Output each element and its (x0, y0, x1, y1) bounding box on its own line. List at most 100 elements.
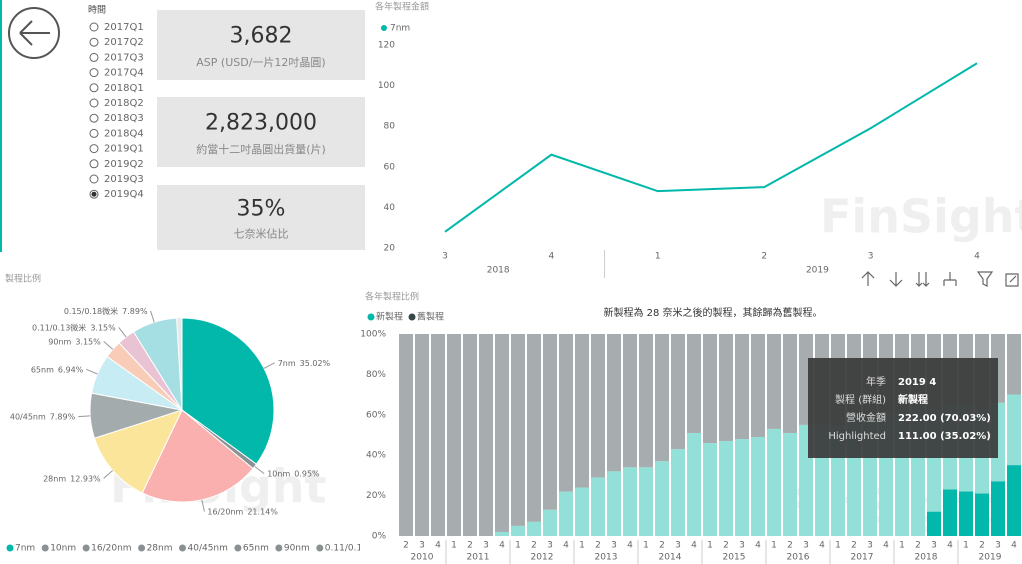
radio[interactable] (89, 68, 99, 78)
y-tick-label: 40 (384, 203, 396, 213)
x-tick-label: 4 (883, 541, 889, 551)
bar-segment (543, 509, 557, 536)
legend-marker (234, 544, 242, 552)
bar-segment (495, 334, 509, 532)
back-button[interactable] (8, 7, 60, 59)
x-group-label: 2012 (531, 553, 554, 563)
bar-segment (719, 334, 733, 442)
radio[interactable] (89, 98, 99, 108)
bar-segment (783, 334, 797, 433)
x-tick-label: 4 (499, 541, 505, 551)
legend-label: 10nm (50, 544, 76, 554)
x-tick-label: 2 (979, 541, 985, 551)
x-tick-label: 2 (531, 541, 537, 551)
label-category: 16/20nm (207, 507, 243, 516)
y-tick-label: 0% (372, 532, 387, 542)
x-tick-label: 3 (442, 252, 448, 262)
legend-label: 65nm (243, 544, 269, 554)
bar-segment (623, 467, 637, 536)
slicer-item[interactable]: 2018Q1 (104, 83, 144, 94)
radio[interactable] (89, 174, 99, 184)
legend-marker (6, 544, 14, 552)
drill-down[interactable] (889, 272, 903, 287)
legend-marker (138, 544, 146, 552)
pie-slice (141, 409, 254, 503)
slicer-item[interactable]: 2017Q3 (104, 52, 144, 63)
bar-highlight (959, 491, 973, 536)
radio[interactable] (89, 52, 99, 62)
slicer-item[interactable]: 2017Q1 (104, 22, 144, 33)
focus-mode[interactable] (1005, 273, 1019, 287)
slicer-item[interactable]: 2018Q3 (104, 113, 144, 124)
legend-label: 16/20nm (91, 544, 131, 554)
bar-segment (639, 467, 653, 536)
bar-segment (559, 491, 573, 536)
x-group-label: 2017 (851, 553, 874, 563)
data-label: 0.11/0.13微米 3.15% (32, 322, 116, 332)
leader-line (103, 341, 114, 350)
radio[interactable] (89, 144, 99, 154)
x-tick-label: 2 (851, 541, 857, 551)
label-category: 40/45nm (10, 412, 46, 421)
x-tick-label: 4 (755, 541, 761, 551)
expand-next[interactable] (943, 272, 957, 286)
bar-segment (687, 432, 701, 536)
slicer-item[interactable]: 2019Q3 (104, 174, 144, 185)
slicer-item[interactable]: 2019Q2 (104, 159, 144, 170)
x-tick-label: 2 (467, 541, 473, 551)
leader-line (150, 310, 155, 323)
slicer-item[interactable]: 2017Q2 (104, 37, 144, 48)
x-tick-label: 1 (451, 541, 457, 551)
label-category: 0.11/0.13微米 (32, 322, 86, 332)
x-tick-label: 1 (771, 541, 777, 551)
x-tick-label: 4 (549, 252, 555, 262)
slicer-title: 時間 (88, 5, 106, 16)
slicer-item[interactable]: 2018Q2 (104, 98, 144, 109)
bar-segment (511, 525, 525, 536)
radio[interactable] (89, 37, 99, 47)
bar-segment (655, 461, 669, 536)
filter[interactable] (976, 271, 994, 287)
bar-segment (703, 334, 717, 444)
drill-up[interactable] (861, 271, 875, 286)
x-tick-label: 3 (419, 541, 425, 551)
card-label: 約當十二吋晶圓出貨量(片) (196, 142, 326, 156)
radio[interactable] (89, 83, 99, 93)
slicer-item[interactable]: 2019Q4 (104, 189, 144, 200)
bar-segment (1007, 334, 1021, 395)
radio[interactable] (89, 128, 99, 138)
radio[interactable] (89, 159, 99, 169)
y-tick-label: 120 (378, 41, 395, 51)
x-group-label: 2019 (806, 266, 829, 276)
legend-marker (367, 313, 375, 321)
data-label: 7nm 35.02% (278, 358, 331, 367)
slicer-item[interactable]: 2018Q4 (104, 128, 144, 139)
y-tick-label: 40% (366, 451, 386, 461)
cards: 3,682 ASP (USD/一片12吋晶圓) 2,823,000 約當十二吋晶圓出貨… (157, 10, 365, 250)
slicer-item[interactable]: 2017Q4 (104, 68, 144, 79)
leader-line (263, 362, 275, 369)
bar-segment (735, 439, 749, 536)
tooltip-box (808, 358, 998, 458)
expand-all[interactable] (915, 272, 930, 287)
bar-segment (591, 477, 605, 536)
x-tick-label: 2 (659, 541, 665, 551)
legend-label: 90nm (284, 544, 310, 554)
x-tick-label: 1 (899, 541, 905, 551)
data-label: 16/20nm 21.14% (207, 507, 278, 516)
radio[interactable] (89, 113, 99, 123)
x-tick-label: 4 (974, 252, 980, 262)
bar-segment (543, 334, 557, 510)
radio[interactable] (89, 22, 99, 32)
bar-segment (431, 334, 445, 536)
tooltip-value: 222.00 (70.03%) (898, 413, 991, 424)
card-value: 3,682 (230, 24, 293, 49)
x-tick-label: 2 (787, 541, 793, 551)
slicer-item[interactable]: 2019Q1 (104, 144, 144, 155)
x-tick-label: 1 (579, 541, 585, 551)
x-tick-label: 2 (403, 541, 409, 551)
legend-marker (408, 313, 416, 321)
bar-segment (687, 334, 701, 433)
legend-marker (392, 545, 399, 552)
x-tick-label: 3 (995, 541, 1001, 551)
